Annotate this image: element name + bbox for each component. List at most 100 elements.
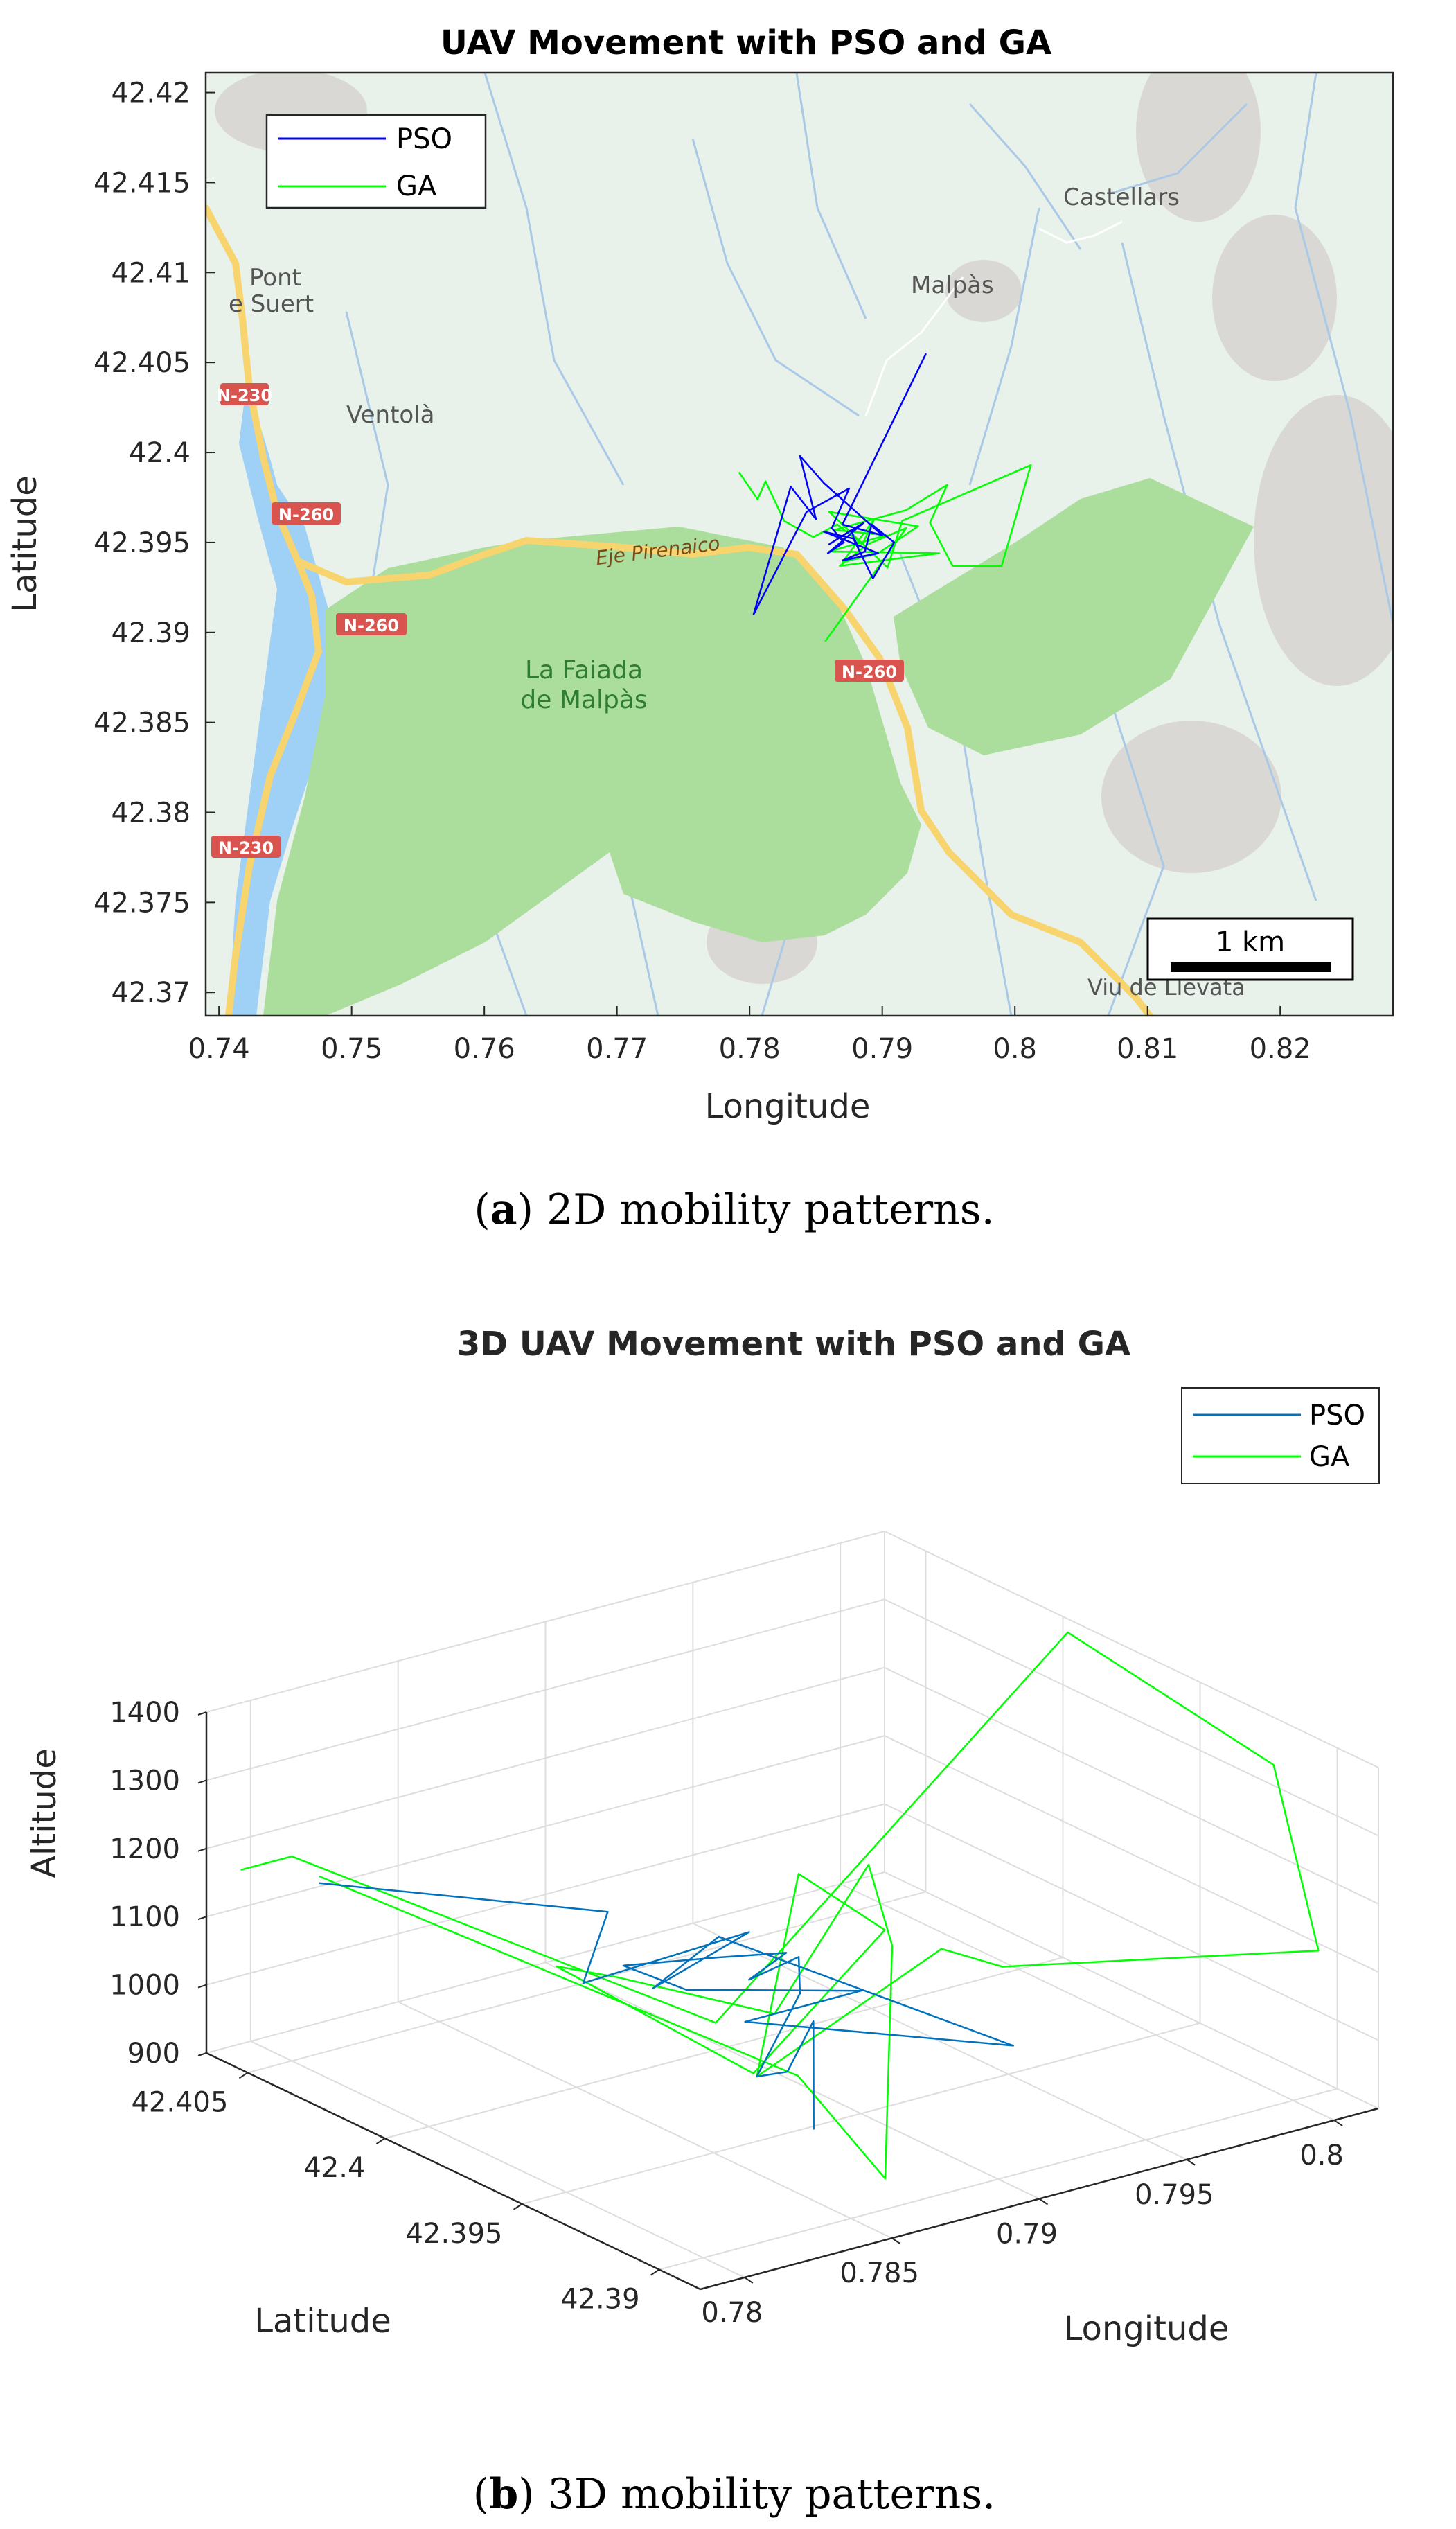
chart-a-axes-box	[204, 71, 1394, 1017]
grid-line	[884, 1531, 1379, 1768]
x-tick-label: 0.75	[321, 1033, 382, 1065]
series-pso-line	[752, 353, 927, 616]
caption-a: (a) 2D mobility patterns.	[474, 1186, 994, 1234]
x-tick-label: 0.78	[719, 1033, 781, 1065]
y-tick-label: 42.42	[111, 78, 190, 109]
chart-a-x-ticks: 0.74 0.75 0.76 0.77 0.78 0.79 0.8 0.81 0.82	[188, 1006, 1311, 1065]
grid-line	[884, 1803, 1379, 2041]
y-tick-mark	[513, 2203, 523, 2210]
map-park	[263, 478, 1254, 1016]
map-background: Pont e Suert Ventolà Malpàs Castellars L…	[206, 73, 1393, 1016]
x-tick-label: 0.795	[1135, 2179, 1214, 2211]
x-tick-mark	[1186, 2158, 1196, 2166]
z-tick-label: 1400	[109, 1697, 180, 1729]
chart-a-legend: PSO GA	[265, 114, 487, 209]
chart-b-z-label: Altitude	[25, 1748, 64, 1878]
x-tick-label: 0.81	[1117, 1033, 1178, 1065]
grid-line	[659, 2088, 1338, 2271]
map-road-badges: N-230 N-260 N-260 N-260 N-230	[211, 383, 904, 858]
y-tick-label: 42.38	[111, 798, 190, 829]
grid-line	[384, 1957, 1063, 2140]
grid-line	[250, 2041, 745, 2278]
map-label-pont: Pont	[249, 264, 301, 292]
grid-line	[545, 1962, 1040, 2200]
z-tick-label: 1000	[109, 1970, 180, 2002]
x-tick-label: 0.79	[851, 1033, 913, 1065]
y-tick-label: 42.4	[303, 2152, 365, 2184]
x-tick-label: 0.8	[993, 1033, 1037, 1065]
z-tick-mark	[197, 1916, 207, 1921]
z-tick-mark	[197, 1847, 207, 1852]
road-badge-n230: N-230	[217, 386, 272, 405]
grid-line	[206, 1666, 885, 1849]
y-axis-line	[206, 2052, 701, 2291]
y-tick-label: 42.39	[111, 617, 190, 649]
road-badge-n260: N-260	[278, 505, 334, 525]
x-tick-label: 0.79	[996, 2219, 1058, 2250]
chart-b-y-label: Latitude	[254, 2302, 391, 2341]
grid-line	[884, 1735, 1379, 1973]
x-tick-label: 0.74	[188, 1033, 250, 1065]
x-tick-mark	[1038, 2198, 1049, 2205]
legend-pso-label: PSO	[396, 123, 452, 155]
chart-a-title: UAV Movement with PSO and GA	[441, 24, 1051, 62]
scale-bar-line	[1171, 962, 1331, 972]
map-hill	[945, 260, 1022, 322]
map-minor-roads	[864, 220, 1123, 416]
y-tick-label: 42.4	[129, 437, 190, 469]
map-label-castellars: Castellars	[1063, 184, 1180, 211]
chart-a-x-label: Longitude	[705, 1087, 871, 1126]
z-tick-label: 1200	[109, 1833, 180, 1865]
map-label-faiada-1: La Faiada	[525, 656, 643, 685]
legend-ga-label: GA	[1309, 1441, 1350, 1473]
y-tick-label: 42.395	[406, 2218, 503, 2250]
grid-line	[884, 1598, 1379, 1837]
grid-line	[398, 2001, 893, 2239]
chart-b-ticks: 0.78 0.785 0.79 0.795 0.8 42.39 42.395 42.4 42.4…	[109, 1697, 1379, 2329]
z-tick-label: 900	[127, 2038, 180, 2070]
y-tick-label: 42.41	[111, 257, 190, 289]
chart-b-title: 3D UAV Movement with PSO and GA	[457, 1325, 1130, 1364]
caption-b: (b) 3D mobility patterns.	[473, 2470, 995, 2519]
x-tick-mark	[744, 2277, 754, 2284]
grid-line	[692, 1922, 1187, 2160]
map-hill	[1212, 215, 1337, 381]
map-label-faiada-2: de Malpàs	[520, 686, 647, 714]
road-badge-n230: N-230	[218, 838, 274, 858]
x-tick-label: 0.785	[840, 2257, 919, 2289]
z-tick-mark	[197, 1779, 207, 1784]
grid-line	[884, 1666, 1379, 1905]
y-tick-label: 42.37	[111, 977, 190, 1009]
x-tick-label: 0.77	[586, 1033, 648, 1065]
grid-line	[522, 2022, 1200, 2205]
grid-line	[206, 1735, 885, 1918]
legend-pso-label: PSO	[1309, 1400, 1365, 1431]
series-ga-line	[738, 464, 1032, 642]
grid-line	[206, 1531, 885, 1713]
chart-b-legend: PSO GA	[1181, 1387, 1380, 1484]
x-tick-label: 0.8	[1299, 2140, 1344, 2171]
series-ga-line	[240, 1631, 1320, 2180]
chart-a-series	[738, 353, 1032, 642]
x-tick-mark	[1333, 2120, 1343, 2126]
y-tick-label: 42.405	[131, 2086, 228, 2118]
chart-b-x-label: Longitude	[1064, 2309, 1229, 2348]
y-tick-label: 42.405	[94, 347, 190, 379]
x-tick-label: 0.82	[1250, 1033, 1311, 1065]
series-pso-line	[319, 1882, 1014, 2130]
grid-line	[206, 1871, 885, 2054]
grid-line	[840, 1883, 1335, 2121]
grid-line	[206, 1598, 885, 1781]
y-tick-mark	[238, 2072, 248, 2079]
map-scale-bar: 1 km	[1146, 917, 1354, 981]
y-tick-label: 42.395	[94, 527, 190, 559]
panel-a: UAV Movement with PSO and GA	[6, 24, 1394, 1234]
x-tick-mark	[891, 2237, 901, 2245]
chart-a-y-ticks: 42.37 42.375 42.38 42.385 42.39 42.395 42.4 42.…	[94, 78, 215, 1009]
chart-b-grid	[206, 1531, 1379, 2278]
y-tick-label: 42.39	[560, 2284, 640, 2316]
map-label-ventola: Ventolà	[346, 401, 435, 429]
grid-line	[884, 1871, 1379, 2109]
y-tick-mark	[650, 2268, 660, 2276]
chart-b-series	[240, 1631, 1320, 2180]
